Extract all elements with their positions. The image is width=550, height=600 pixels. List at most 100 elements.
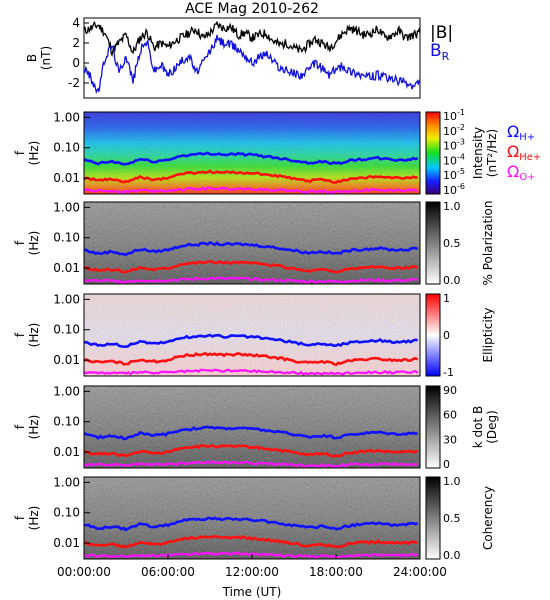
colorbar-unit: (Deg): [485, 410, 499, 444]
colorbar-tick-exp: -1: [457, 108, 465, 117]
legend-b-total: |B|: [430, 23, 453, 43]
freq-tick-label: 0.01: [53, 171, 80, 185]
colorbar-label: Coherency: [481, 486, 495, 550]
legend-omega-h-symbol: Ω: [507, 122, 519, 141]
freq-ylabel: f: [13, 424, 27, 429]
colorbar-tick-label: -1: [443, 366, 454, 379]
colorbar-tick-base: 10: [443, 125, 457, 138]
freq-ylabel: f: [13, 240, 27, 245]
panel-frame: [83, 385, 421, 469]
legend-omega-he: ΩHe+: [507, 142, 541, 163]
legend-b-r-main: B: [430, 41, 442, 61]
spectrogram-panels: 1.000.100.01f (Hz)10-110-210-310-410-510-…: [13, 108, 499, 562]
freq-tick-label: 0.01: [53, 353, 80, 367]
o-plus-line: [83, 460, 419, 468]
he-plus-line: [83, 534, 418, 549]
he-plus-line: [83, 351, 419, 367]
freq-tick-label: 0.10: [53, 231, 80, 245]
legend-omega-he-sub: He+: [519, 152, 541, 163]
he-plus-line: [83, 259, 419, 274]
h-plus-line: [83, 516, 419, 532]
colorbar-tick-base: 10: [443, 154, 457, 167]
panel-ellipticity: 1.00 0.10 0.01 f (Hz) 1 0 -1 Ellipticity: [13, 292, 495, 379]
spectrogram-texture: [84, 477, 420, 559]
colorbar: [425, 111, 441, 195]
colorbar-tick-label: 1.0: [443, 200, 461, 213]
colorbar-tick-label: 90: [443, 384, 457, 397]
colorbar-tick-label: 0.0: [443, 549, 461, 562]
freq-ylabel: f: [13, 515, 27, 520]
freq-yunit: (Hz): [27, 141, 41, 166]
colorbar-tick-label: 0: [443, 458, 450, 471]
colorbar-tick-label: 0.5: [443, 237, 461, 250]
colorbar-tick-exp: -4: [457, 152, 465, 161]
legend-b-r: BR: [430, 41, 450, 63]
colorbar-tick-exp: -6: [457, 182, 465, 191]
colorbar-tick-label: 10-1: [443, 108, 465, 123]
panel-frame: [83, 111, 421, 195]
colorbar-tick-label: 0: [443, 329, 450, 342]
colorbar: [425, 476, 441, 560]
colorbar-tick-label: 0.0: [443, 274, 461, 287]
o-plus-line: [83, 368, 419, 376]
o-plus-line: [83, 276, 418, 284]
colorbar-tick-base: 10: [443, 184, 457, 197]
b-field-tick-label: 2: [72, 36, 80, 50]
colorbar-unit: (nT²/Hz): [485, 129, 499, 177]
freq-tick-label: 0.01: [53, 261, 80, 275]
b-field-yunit: (nT): [39, 46, 53, 70]
freq-yunit: (Hz): [27, 415, 41, 440]
colorbar-label: Ellipticity: [481, 308, 495, 363]
spectrogram-texture: [84, 294, 420, 376]
colorbar-tick-base: 10: [443, 140, 457, 153]
freq-tick-label: 1.00: [53, 292, 80, 306]
freq-tick-label: 1.00: [53, 110, 80, 124]
x-tick-label: 18:00:00: [309, 565, 363, 579]
colorbar-tick-label: 0.5: [443, 512, 461, 525]
colorbar: [425, 201, 441, 285]
x-tick-label: 12:00:00: [225, 565, 279, 579]
b-r-line: [83, 34, 421, 95]
colorbar: [425, 385, 441, 469]
colorbar-tick-label: 1.0: [443, 475, 461, 488]
freq-yunit: (Hz): [27, 231, 41, 256]
freq-ylabel: f: [13, 150, 27, 155]
o-plus-line: [83, 551, 419, 559]
freq-tick-label: 0.10: [53, 141, 80, 155]
freq-ylabel: f: [13, 332, 27, 337]
gyro-legend: ΩH+ ΩHe+ ΩO+: [507, 122, 541, 183]
colorbar-tick-base: 10: [443, 169, 457, 182]
colorbar: [425, 293, 441, 377]
h-plus-line: [83, 333, 418, 349]
panel-kdotb: 1.00 0.10 0.01 f (Hz) 90 60 30 0 k dot B (Deg): [13, 384, 499, 471]
freq-tick-label: 0.01: [53, 536, 80, 550]
o-plus-line: [83, 186, 418, 194]
freq-tick-label: 0.01: [53, 445, 80, 459]
legend-omega-he-symbol: Ω: [507, 142, 519, 161]
b-field-ylabel: B: [25, 54, 39, 62]
freq-tick-label: 1.00: [53, 384, 80, 398]
colorbar-tick-base: 10: [443, 110, 457, 123]
freq-yunit: (Hz): [27, 506, 41, 531]
h-plus-line: [83, 151, 419, 166]
colorbar-tick-exp: -2: [457, 123, 465, 132]
legend-omega-o: ΩO+: [507, 162, 535, 183]
b-total-line: [83, 20, 421, 57]
x-tick-label: 06:00:00: [141, 565, 195, 579]
colorbar-tick-label: 10-5: [443, 167, 465, 182]
colorbar-label: % Polarization: [481, 201, 495, 286]
b-field-tick-label: 0: [72, 56, 80, 70]
b-field-y-ticks: 4 2 0 -2: [68, 16, 89, 90]
freq-yunit: (Hz): [27, 323, 41, 348]
colorbar-tick-label: 10-6: [443, 182, 465, 197]
x-tick-label: 00:00:00: [57, 565, 111, 579]
colorbar-tick-label: 30: [443, 433, 457, 446]
spectrogram-texture: [84, 202, 420, 284]
colorbar-tick-label: 10-2: [443, 123, 465, 138]
freq-tick-label: 0.10: [53, 506, 80, 520]
he-plus-line: [83, 443, 419, 458]
panel-frame: [83, 293, 421, 377]
legend-omega-o-sub: O+: [519, 172, 535, 183]
colorbar-tick-label: 10-4: [443, 152, 465, 167]
b-field-lines: [83, 20, 421, 95]
